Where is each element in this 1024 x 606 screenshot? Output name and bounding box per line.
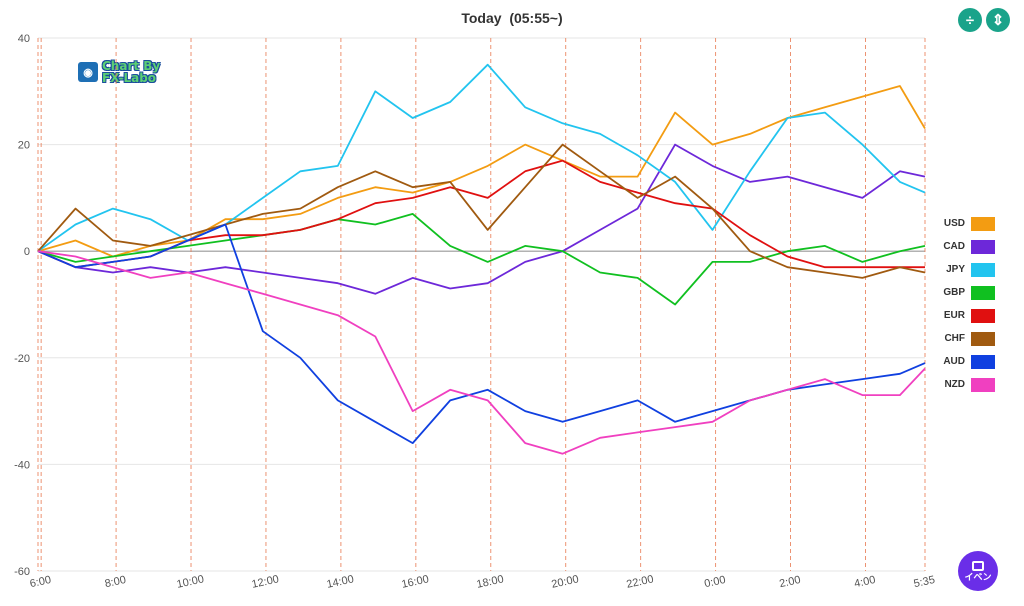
expand-vertical-icon[interactable]: ÷ [958, 8, 982, 32]
legend-item-eur[interactable]: EUR [937, 304, 995, 327]
y-tick-label: 0 [24, 246, 30, 258]
x-tick-label: 20:00 [550, 573, 579, 590]
series-line-chf [37, 143, 926, 279]
legend-swatch [971, 216, 995, 231]
legend-item-gbp[interactable]: GBP [937, 281, 995, 304]
top-toolbar: ÷ ⇕ [958, 8, 1010, 32]
fit-height-icon[interactable]: ⇕ [986, 8, 1010, 32]
calendar-icon [972, 560, 984, 571]
y-tick-label: -60 [14, 566, 30, 578]
legend-label: AUD [943, 356, 965, 367]
x-tick-label: 4:00 [853, 574, 876, 590]
x-tick-label: 16:00 [401, 573, 430, 590]
x-tick-label: 8:00 [104, 574, 127, 590]
legend-item-jpy[interactable]: JPY [937, 258, 995, 281]
legend-label: CAD [943, 241, 965, 252]
legend-swatch [971, 308, 995, 323]
legend-item-cad[interactable]: CAD [937, 235, 995, 258]
legend-label: CHF [944, 333, 965, 344]
axes: 40 20 0 -20 -40 -606:00 8:00 10:00 12:00 14:00 16:… [14, 33, 936, 591]
legend-label: EUR [943, 310, 965, 321]
grid [37, 37, 926, 572]
x-tick-label: 5:35 [913, 574, 936, 590]
legend-swatch [971, 239, 995, 254]
x-tick-label: 18:00 [475, 573, 504, 590]
watermark-line2: FX-Labo [102, 71, 157, 85]
legend-swatch [971, 354, 995, 369]
legend: USD CAD JPY GBP EUR CHF AUD NZD [937, 212, 995, 396]
x-tick-label: 22:00 [625, 573, 654, 590]
legend-item-usd[interactable]: USD [937, 212, 995, 235]
event-button[interactable]: イベン [958, 551, 998, 591]
legend-label: JPY [946, 264, 965, 275]
y-tick-label: 40 [18, 33, 30, 45]
x-tick-label: 12:00 [251, 573, 280, 590]
chart-title: Today (05:55~) [461, 10, 563, 26]
legend-item-aud[interactable]: AUD [937, 350, 995, 373]
x-tick-label: 14:00 [326, 573, 355, 590]
legend-swatch [971, 285, 995, 300]
legend-swatch [971, 262, 995, 277]
watermark-line1: Chart By [102, 59, 161, 73]
series-line-nzd [37, 250, 926, 455]
y-tick-label: 20 [18, 140, 30, 152]
series-line-cad [37, 143, 926, 295]
series-line-gbp [37, 212, 926, 306]
y-tick-label: -40 [14, 459, 30, 471]
chart-logo-icon: ◉ [78, 62, 98, 82]
series-lines [37, 63, 926, 455]
legend-item-chf[interactable]: CHF [937, 327, 995, 350]
x-tick-label: 2:00 [778, 574, 801, 590]
legend-swatch [971, 331, 995, 346]
event-button-label: イベン [964, 571, 992, 582]
y-tick-label: -20 [14, 353, 30, 365]
x-tick-label: 6:00 [29, 574, 52, 590]
legend-label: NZD [944, 379, 965, 390]
x-tick-label: 10:00 [176, 573, 205, 590]
watermark-logo: ◉ Chart By FX-Labo [78, 60, 160, 84]
x-tick-label: 0:00 [703, 574, 726, 590]
legend-swatch [971, 377, 995, 392]
legend-label: GBP [943, 287, 965, 298]
legend-label: USD [943, 218, 965, 229]
legend-item-nzd[interactable]: NZD [937, 373, 995, 396]
